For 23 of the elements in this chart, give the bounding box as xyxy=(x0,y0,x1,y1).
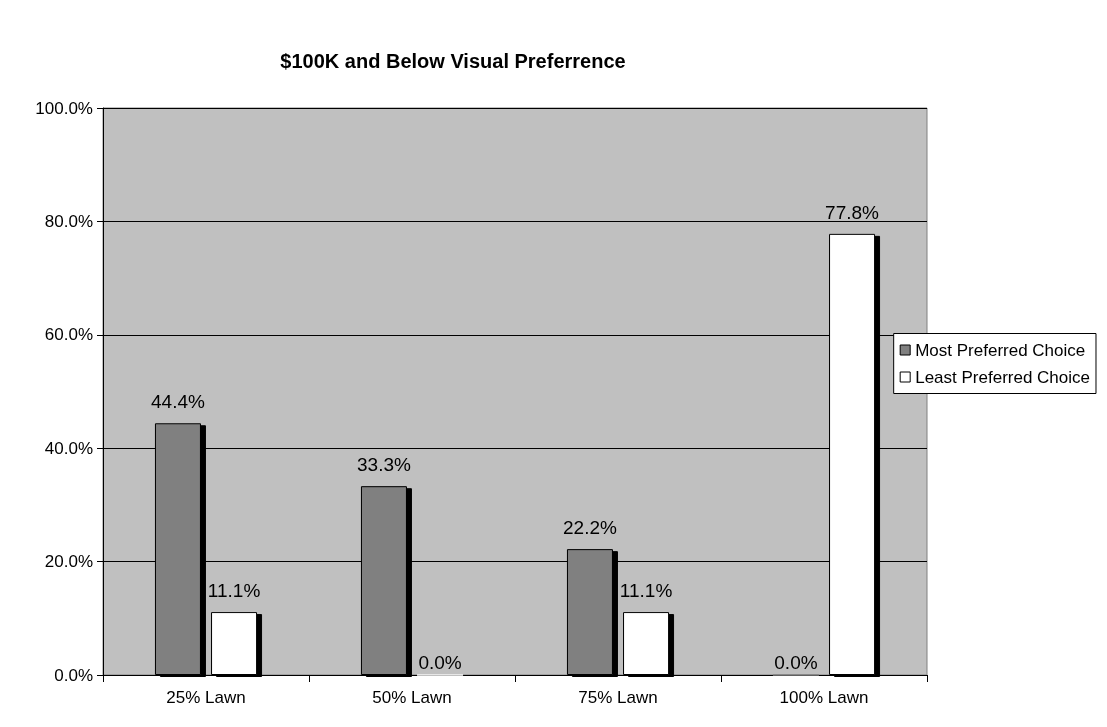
data-label: 44.4% xyxy=(151,391,205,413)
y-tick-label: 0.0% xyxy=(54,665,93,685)
data-label: 22.2% xyxy=(563,517,617,539)
legend-label: Most Preferred Choice xyxy=(915,340,1086,360)
legend-label: Least Preferred Choice xyxy=(915,367,1091,387)
x-tick-label: 100% Lawn xyxy=(779,688,869,707)
data-label: 0.0% xyxy=(774,651,818,673)
x-tick-label: 50% Lawn xyxy=(372,688,452,707)
chart-title: $100K and Below Visual Preferrence xyxy=(280,50,626,72)
bar xyxy=(623,612,670,675)
data-label: 77.8% xyxy=(825,201,880,223)
bar xyxy=(211,612,258,675)
data-label: 11.1% xyxy=(207,580,261,602)
y-tick-label: 20.0% xyxy=(44,552,93,572)
y-tick-label: 60.0% xyxy=(44,325,93,345)
data-label: 11.1% xyxy=(619,580,673,602)
x-tick-label: 75% Lawn xyxy=(578,688,658,707)
y-tick-label: 40.0% xyxy=(44,438,93,458)
y-tick-label: 100.0% xyxy=(35,98,93,118)
y-tick-label: 80.0% xyxy=(44,211,93,231)
data-label: 0.0% xyxy=(418,651,462,673)
data-label: 33.3% xyxy=(357,454,411,476)
x-tick-label: 25% Lawn xyxy=(166,688,246,707)
